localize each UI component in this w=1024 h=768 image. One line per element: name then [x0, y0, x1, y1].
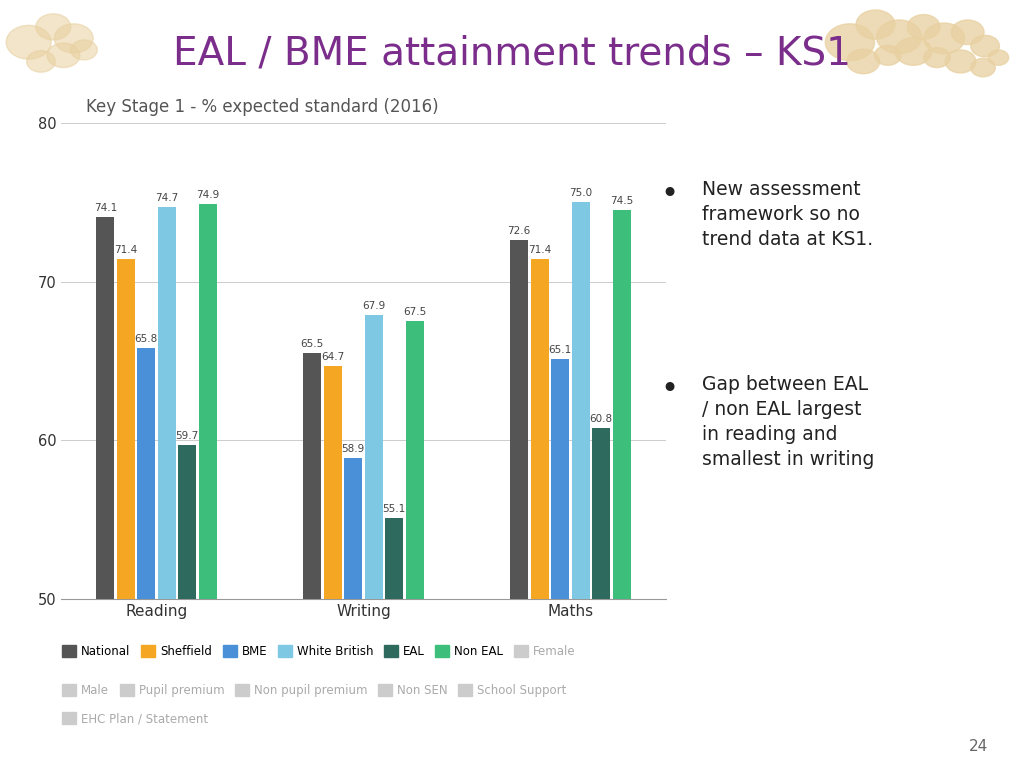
Circle shape: [847, 49, 880, 74]
Text: •: •: [660, 180, 679, 209]
Circle shape: [924, 48, 950, 68]
Bar: [324, 366, 342, 599]
Circle shape: [36, 14, 71, 40]
Text: 55.1: 55.1: [383, 504, 406, 514]
Circle shape: [895, 38, 932, 65]
Circle shape: [877, 20, 922, 54]
Legend: Male, Pupil premium, Non pupil premium, Non SEN, School Support: Male, Pupil premium, Non pupil premium, …: [62, 684, 566, 697]
Text: 74.9: 74.9: [197, 190, 219, 200]
Text: 71.4: 71.4: [528, 246, 551, 256]
Text: New assessment
framework so no
trend data at KS1.: New assessment framework so no trend dat…: [702, 180, 873, 249]
Text: EAL / BME attainment trends – KS1: EAL / BME attainment trends – KS1: [173, 35, 851, 72]
Bar: [406, 321, 424, 599]
Text: 71.4: 71.4: [114, 246, 137, 256]
Circle shape: [856, 10, 895, 39]
Circle shape: [71, 40, 97, 60]
Circle shape: [825, 24, 874, 61]
Bar: [365, 315, 383, 599]
Text: 60.8: 60.8: [590, 414, 612, 424]
Bar: [117, 260, 135, 599]
Bar: [137, 348, 156, 599]
Circle shape: [951, 20, 984, 45]
Bar: [303, 353, 322, 599]
Circle shape: [54, 24, 93, 53]
Text: 65.5: 65.5: [301, 339, 324, 349]
Bar: [571, 202, 590, 599]
Bar: [199, 204, 217, 599]
Circle shape: [945, 50, 976, 73]
Bar: [551, 359, 569, 599]
Circle shape: [874, 45, 901, 65]
Text: 59.7: 59.7: [176, 431, 199, 441]
Circle shape: [988, 50, 1009, 65]
Text: 74.1: 74.1: [93, 203, 117, 213]
Text: 74.5: 74.5: [610, 196, 634, 207]
Text: 67.9: 67.9: [362, 301, 385, 311]
Bar: [178, 445, 197, 599]
Text: Gap between EAL
/ non EAL largest
in reading and
smallest in writing: Gap between EAL / non EAL largest in rea…: [702, 376, 874, 469]
Text: 75.0: 75.0: [569, 188, 592, 198]
Circle shape: [6, 25, 51, 59]
Circle shape: [971, 35, 999, 57]
Text: 67.5: 67.5: [403, 307, 426, 317]
Text: 24: 24: [969, 739, 988, 754]
Text: •: •: [660, 376, 679, 404]
Legend: EHC Plan / Statement: EHC Plan / Statement: [62, 712, 208, 725]
Text: Key Stage 1 - % expected standard (2016): Key Stage 1 - % expected standard (2016): [86, 98, 438, 116]
Text: 64.7: 64.7: [322, 352, 344, 362]
Text: 72.6: 72.6: [508, 227, 530, 237]
Bar: [530, 260, 549, 599]
Bar: [344, 458, 362, 599]
Bar: [592, 428, 610, 599]
Bar: [158, 207, 176, 599]
Text: 65.8: 65.8: [135, 334, 158, 344]
Circle shape: [907, 15, 940, 39]
Text: 65.1: 65.1: [549, 346, 571, 356]
Legend: National, Sheffield, BME, White British, EAL, Non EAL, Female: National, Sheffield, BME, White British,…: [62, 645, 575, 658]
Bar: [510, 240, 528, 599]
Bar: [612, 210, 631, 599]
Text: 74.7: 74.7: [156, 193, 178, 203]
Circle shape: [27, 51, 55, 72]
Bar: [96, 217, 115, 599]
Bar: [385, 518, 403, 599]
Circle shape: [47, 43, 80, 68]
Text: 58.9: 58.9: [342, 444, 365, 454]
Circle shape: [924, 23, 965, 54]
Circle shape: [971, 58, 995, 77]
